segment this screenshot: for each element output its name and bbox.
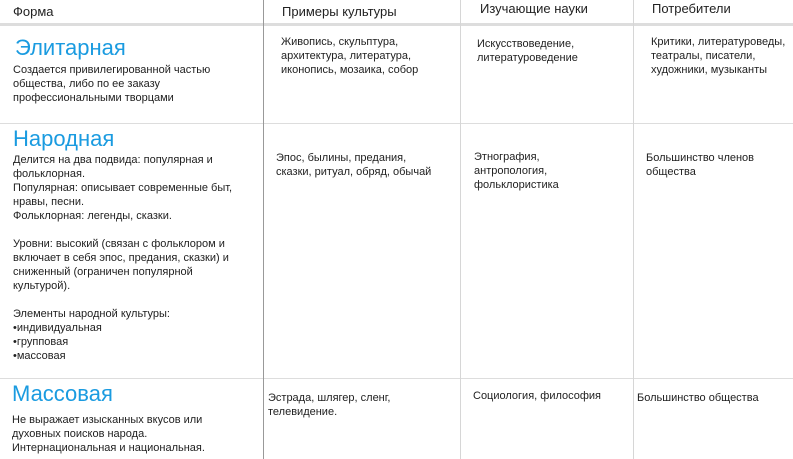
form-description: Не выражает изысканных вкусов или духовн… (12, 414, 205, 454)
form-title: Народная (13, 126, 115, 151)
header-form: Форма (13, 4, 54, 19)
consumers-cell: Критики, литературоведы, театралы, писат… (651, 36, 786, 76)
header-sciences: Изучающие науки (480, 1, 588, 16)
examples-cell: Эпос, былины, предания, сказки, ритуал, … (276, 152, 432, 178)
consumers-cell: Большинство общества (637, 392, 759, 404)
column-divider (633, 0, 634, 459)
form-title: Элитарная (15, 35, 126, 60)
examples-cell: Эстрада, шлягер, сленг, телевидение. (268, 392, 391, 418)
form-description: Делится на два подвида: популярная и фол… (13, 154, 233, 362)
sciences-cell: Этнография, антропология, фольклористика (474, 151, 559, 191)
sciences-cell: Социология, философия (473, 390, 602, 402)
column-divider (263, 0, 264, 459)
column-divider (460, 0, 461, 459)
sciences-cell: Искусствоведение, литературоведение (477, 38, 578, 64)
header-divider (0, 23, 793, 26)
header-examples: Примеры культуры (282, 4, 397, 19)
row-divider (0, 378, 793, 379)
header-consumers: Потребители (652, 1, 731, 16)
form-description: Создается привилегированной частью общес… (13, 64, 211, 104)
row-divider (0, 123, 793, 124)
examples-cell: Живопись, скульптура, архитектура, литер… (281, 36, 419, 76)
consumers-cell: Большинство членов общества (646, 152, 755, 178)
form-title: Массовая (12, 381, 113, 406)
